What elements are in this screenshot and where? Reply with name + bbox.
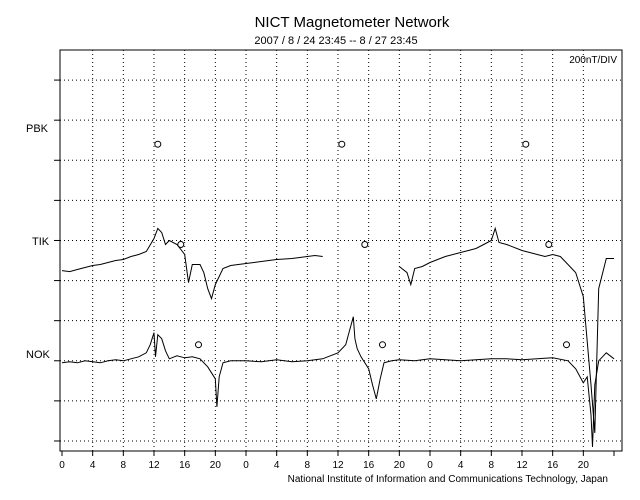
x-tick-label: 8 — [305, 460, 311, 471]
midnight-marker-pbk — [522, 140, 530, 148]
grid-lines — [60, 50, 622, 451]
midnight-marker-tik — [361, 241, 369, 248]
x-tick-label: 0 — [59, 460, 65, 471]
x-tick-label: 20 — [578, 460, 590, 471]
x-tick-label: 8 — [121, 460, 127, 471]
station-label-tik: TIK — [32, 236, 50, 248]
chart-title: NICT Magnetometer Network — [255, 14, 450, 31]
x-tick-label: 16 — [179, 460, 191, 471]
station-label-pbk: PBK — [26, 123, 49, 135]
x-tick-label: 16 — [363, 460, 375, 471]
x-tick-label: 4 — [458, 460, 464, 471]
y-ticks — [54, 79, 60, 442]
x-ticks — [61, 451, 615, 456]
series-line-nok — [61, 316, 615, 448]
midnight-marker-tik — [545, 241, 553, 248]
x-tick-label: 4 — [274, 460, 280, 471]
series-layer — [61, 226, 615, 448]
midnight-marker-pbk — [338, 140, 346, 148]
scale-label: 200nT/DIV — [569, 55, 617, 66]
x-tick-label: 16 — [547, 460, 559, 471]
station-label-nok: NOK — [26, 349, 51, 361]
x-tick-labels: 0 4 8 12 16 20 0 4 8 12 16 20 0 4 8 12 16 20 — [59, 460, 589, 471]
series-line-tik — [61, 227, 323, 301]
midnight-marker-nok — [195, 341, 202, 349]
chart-subtitle: 2007 / 8 / 24 23:45 -- 8 / 27 23:45 — [254, 35, 417, 47]
x-tick-label: 8 — [489, 460, 495, 471]
series-line-tik — [398, 226, 614, 434]
x-tick-label: 20 — [394, 460, 406, 471]
midnight-marker-pbk — [154, 140, 162, 148]
midnight-marker-nok — [563, 341, 570, 349]
x-tick-label: 0 — [243, 460, 249, 471]
midnight-marker-nok — [379, 341, 386, 349]
midnight-marker-tik — [177, 241, 185, 248]
midnight-marks — [154, 140, 570, 349]
x-tick-label: 0 — [427, 460, 433, 471]
x-tick-label: 20 — [210, 460, 222, 471]
credit-text: National Institute of Information and Co… — [288, 474, 608, 485]
x-tick-label: 12 — [516, 460, 528, 471]
x-tick-label: 4 — [90, 460, 96, 471]
plot-frame — [59, 49, 623, 452]
x-tick-label: 12 — [332, 460, 344, 471]
x-tick-label: 12 — [148, 460, 160, 471]
